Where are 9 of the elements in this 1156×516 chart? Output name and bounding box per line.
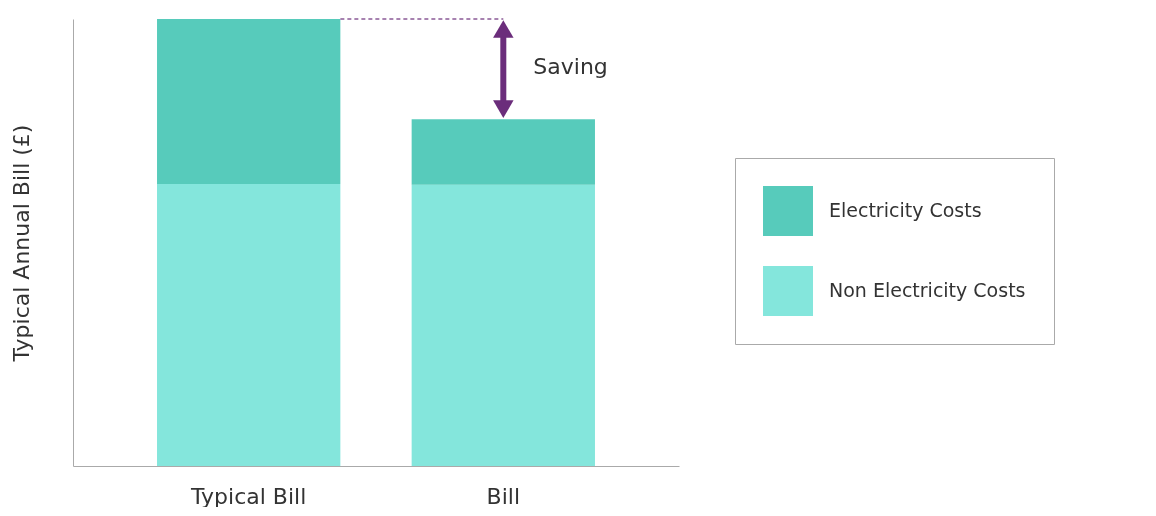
bar bbox=[411, 184, 595, 466]
text: Non Electricity Costs bbox=[829, 279, 1026, 301]
x-tick-label: Bill bbox=[486, 483, 521, 509]
text: Electricity Costs bbox=[829, 199, 982, 221]
bar bbox=[157, 183, 341, 466]
y-axis-title: Typical Annual Bill (£) bbox=[8, 124, 34, 363]
bar bbox=[157, 19, 341, 184]
annotation: Saving bbox=[533, 53, 608, 79]
bar bbox=[411, 119, 595, 185]
